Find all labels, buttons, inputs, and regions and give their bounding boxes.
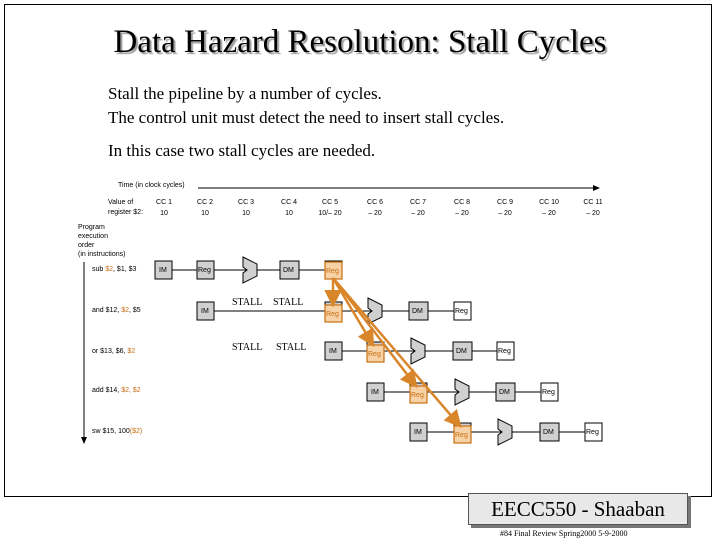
register-value-11: – 20 xyxy=(586,210,600,217)
or-dm-label: DM xyxy=(456,348,467,355)
cc-label-9: CC 9 xyxy=(497,199,513,206)
bullet-3: In this case two stall cycles are needed… xyxy=(108,141,376,160)
slide-frame xyxy=(4,4,712,497)
instruction-and: and $12, $2, $5 xyxy=(92,307,141,314)
register-value-label-2: register $2: xyxy=(108,209,144,216)
sw-im-label: IM xyxy=(414,429,422,436)
course-badge: EECC550 - Shaaban xyxy=(468,493,688,525)
time-axis-label: Time (in clock cycles) xyxy=(118,182,185,189)
sw-dm-label: DM xyxy=(543,429,554,436)
instruction-or: or $13, $6, $2 xyxy=(92,348,136,355)
cc-label-3: CC 3 xyxy=(238,199,254,206)
order-label-4: (in instructions) xyxy=(78,251,126,258)
add-im-box xyxy=(366,382,385,402)
sub-dm-label: DM xyxy=(283,267,294,274)
cc-label-10: CC 10 xyxy=(539,199,559,206)
stall-label-or-2: STALL xyxy=(276,342,307,353)
sw-read-reg-highlight xyxy=(453,425,472,444)
or-wb-label: Reg xyxy=(498,348,511,355)
order-label-1: Program xyxy=(78,224,105,231)
slide-footer: #84 Final Review Spring2000 5-9-2000 xyxy=(500,529,628,538)
instruction-add: add $14, $2, $2 xyxy=(92,387,141,394)
add-read-reg-highlight xyxy=(409,385,428,404)
sub-alu xyxy=(242,256,258,284)
sub-dm-box xyxy=(279,260,300,280)
add-im-label: IM xyxy=(371,389,379,396)
sw-wb-label: Reg xyxy=(586,429,599,436)
cc-label-7: CC 7 xyxy=(410,199,426,206)
register-value-7: – 20 xyxy=(411,210,425,217)
cc-label-11: CC 11 xyxy=(583,199,603,206)
sw-wb-box xyxy=(584,422,603,442)
add-read-reg-highlight-label: Reg xyxy=(411,392,424,399)
and-im-label: IM xyxy=(201,308,209,315)
or-read-reg-highlight-label: Reg xyxy=(368,351,381,358)
register-value-3: 10 xyxy=(242,210,250,217)
register-value-4: 10 xyxy=(285,210,293,217)
instruction-sub: sub $2, $1, $3 xyxy=(92,266,137,273)
add-dm-label: DM xyxy=(499,389,510,396)
stall-label-and-1: STALL xyxy=(232,297,263,308)
stall-label-and-2: STALL xyxy=(273,297,304,308)
cc-label-5: CC 5 xyxy=(322,199,338,206)
order-label-2: execution xyxy=(78,233,108,240)
bullet-1: Stall the pipeline by a number of cycles… xyxy=(108,84,382,103)
slide-title: Data Hazard Resolution: Stall Cycles xyxy=(113,24,607,60)
and-wb-label: Reg xyxy=(455,308,468,315)
and-dm-label: DM xyxy=(412,308,423,315)
sw-alu xyxy=(497,418,513,446)
dependency-arrow-2 xyxy=(331,277,375,348)
cc-label-2: CC 2 xyxy=(197,199,213,206)
register-value-10: – 20 xyxy=(542,210,556,217)
register-value-1: 10 xyxy=(160,210,168,217)
or-alu xyxy=(410,337,426,365)
sub-im-label: IM xyxy=(159,267,167,274)
add-dm-box xyxy=(495,382,516,402)
register-value-2: 10 xyxy=(201,210,209,217)
register-value-5: 10/– 20 xyxy=(318,210,342,217)
register-value-6: – 20 xyxy=(368,210,382,217)
or-read-reg-highlight xyxy=(366,344,385,363)
or-im-box xyxy=(324,341,343,361)
register-value-8: – 20 xyxy=(455,210,469,217)
sw-dm-box xyxy=(539,422,560,442)
sw-im-box xyxy=(409,422,428,442)
and-im-box xyxy=(196,301,215,321)
add-wb-label: Reg xyxy=(542,389,555,396)
sub-im-box xyxy=(154,260,173,280)
cc-label-4: CC 4 xyxy=(281,199,297,206)
instruction-sw: sw $15, 100($2) xyxy=(92,428,143,435)
or-wb-box xyxy=(496,341,515,361)
sub-wb-reg-highlight-label: Reg xyxy=(326,268,339,275)
or-im-label: IM xyxy=(329,348,337,355)
sw-read-reg-highlight-label: Reg xyxy=(455,432,468,439)
order-label-3: order xyxy=(78,242,95,249)
cc-label-6: CC 6 xyxy=(367,199,383,206)
and-dm-box xyxy=(408,301,429,321)
dependency-arrow-4 xyxy=(332,277,462,428)
or-dm-box xyxy=(452,341,473,361)
sub-reg-box xyxy=(196,260,215,280)
sub-reg-label: Reg xyxy=(198,267,211,274)
and-wb-box xyxy=(453,301,472,321)
and-read-reg-highlight-label: Reg xyxy=(326,311,339,318)
register-value-9: – 20 xyxy=(498,210,512,217)
cc-label-8: CC 8 xyxy=(454,199,470,206)
stall-label-or-1: STALL xyxy=(232,342,263,353)
add-wb-box xyxy=(540,382,559,402)
add-alu xyxy=(454,378,470,406)
bullet-2: The control unit must detect the need to… xyxy=(108,108,505,127)
register-value-label-1: Value of xyxy=(108,199,134,206)
cc-label-1: CC 1 xyxy=(156,199,172,206)
